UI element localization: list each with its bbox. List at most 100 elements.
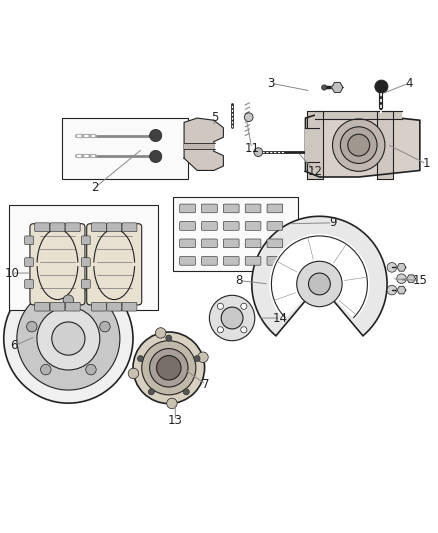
FancyBboxPatch shape bbox=[92, 302, 106, 311]
Circle shape bbox=[217, 327, 223, 333]
Polygon shape bbox=[307, 111, 323, 179]
Circle shape bbox=[375, 80, 388, 93]
Text: 4: 4 bbox=[405, 77, 413, 90]
Polygon shape bbox=[397, 264, 406, 271]
FancyBboxPatch shape bbox=[267, 222, 283, 230]
Polygon shape bbox=[305, 128, 319, 161]
Text: 12: 12 bbox=[307, 165, 322, 178]
Polygon shape bbox=[407, 275, 416, 282]
FancyBboxPatch shape bbox=[50, 223, 65, 231]
Polygon shape bbox=[173, 197, 297, 271]
Circle shape bbox=[241, 327, 247, 333]
FancyBboxPatch shape bbox=[25, 236, 33, 245]
FancyBboxPatch shape bbox=[180, 239, 195, 248]
Text: 14: 14 bbox=[272, 311, 288, 325]
Text: 11: 11 bbox=[244, 142, 259, 155]
Circle shape bbox=[150, 349, 188, 387]
FancyBboxPatch shape bbox=[245, 256, 261, 265]
FancyBboxPatch shape bbox=[87, 224, 142, 305]
FancyBboxPatch shape bbox=[245, 222, 261, 230]
Circle shape bbox=[100, 321, 110, 332]
FancyBboxPatch shape bbox=[245, 204, 261, 213]
Circle shape bbox=[148, 389, 154, 395]
FancyBboxPatch shape bbox=[223, 204, 239, 213]
Circle shape bbox=[397, 274, 406, 284]
Circle shape bbox=[241, 303, 247, 309]
Circle shape bbox=[221, 307, 243, 329]
Circle shape bbox=[63, 295, 74, 305]
Circle shape bbox=[387, 263, 397, 272]
FancyBboxPatch shape bbox=[122, 302, 137, 311]
Circle shape bbox=[321, 85, 327, 90]
Circle shape bbox=[387, 285, 397, 295]
Circle shape bbox=[41, 365, 51, 375]
FancyBboxPatch shape bbox=[223, 239, 239, 248]
Text: 8: 8 bbox=[235, 274, 242, 287]
Circle shape bbox=[27, 321, 37, 332]
FancyBboxPatch shape bbox=[201, 222, 217, 230]
Circle shape bbox=[209, 295, 255, 341]
Circle shape bbox=[254, 148, 263, 157]
Circle shape bbox=[308, 273, 330, 295]
Polygon shape bbox=[377, 111, 393, 179]
FancyBboxPatch shape bbox=[180, 256, 195, 265]
Circle shape bbox=[198, 352, 208, 362]
FancyBboxPatch shape bbox=[122, 223, 137, 231]
FancyBboxPatch shape bbox=[201, 204, 217, 213]
Wedge shape bbox=[252, 216, 387, 336]
Circle shape bbox=[156, 356, 181, 380]
FancyBboxPatch shape bbox=[180, 204, 195, 213]
FancyBboxPatch shape bbox=[107, 223, 122, 231]
FancyBboxPatch shape bbox=[81, 280, 90, 288]
Circle shape bbox=[86, 365, 96, 375]
Text: 9: 9 bbox=[329, 216, 336, 229]
Polygon shape bbox=[315, 111, 403, 119]
Wedge shape bbox=[269, 234, 370, 319]
Circle shape bbox=[142, 341, 196, 395]
Circle shape bbox=[128, 368, 139, 378]
Circle shape bbox=[4, 274, 133, 403]
Circle shape bbox=[133, 332, 205, 403]
Text: 3: 3 bbox=[267, 77, 274, 90]
Circle shape bbox=[167, 398, 177, 409]
Circle shape bbox=[138, 356, 144, 362]
Circle shape bbox=[217, 303, 223, 309]
Circle shape bbox=[17, 287, 120, 390]
Text: 13: 13 bbox=[168, 414, 183, 427]
Text: 6: 6 bbox=[10, 340, 18, 352]
Circle shape bbox=[183, 389, 189, 395]
Text: 2: 2 bbox=[91, 181, 98, 195]
FancyBboxPatch shape bbox=[35, 302, 49, 311]
FancyBboxPatch shape bbox=[223, 222, 239, 230]
FancyBboxPatch shape bbox=[92, 223, 106, 231]
Polygon shape bbox=[10, 205, 158, 310]
FancyBboxPatch shape bbox=[81, 236, 90, 245]
Polygon shape bbox=[62, 118, 188, 179]
Circle shape bbox=[332, 119, 385, 171]
FancyBboxPatch shape bbox=[35, 223, 49, 231]
FancyBboxPatch shape bbox=[50, 302, 65, 311]
FancyBboxPatch shape bbox=[107, 302, 122, 311]
FancyBboxPatch shape bbox=[65, 223, 80, 231]
FancyBboxPatch shape bbox=[245, 239, 261, 248]
FancyBboxPatch shape bbox=[267, 239, 283, 248]
FancyBboxPatch shape bbox=[30, 224, 85, 305]
Text: 5: 5 bbox=[211, 111, 218, 124]
FancyBboxPatch shape bbox=[267, 204, 283, 213]
FancyBboxPatch shape bbox=[223, 256, 239, 265]
FancyBboxPatch shape bbox=[65, 302, 80, 311]
Text: 1: 1 bbox=[423, 157, 430, 171]
Polygon shape bbox=[305, 114, 420, 177]
Circle shape bbox=[150, 130, 162, 142]
FancyBboxPatch shape bbox=[25, 280, 33, 288]
Circle shape bbox=[166, 335, 172, 341]
Polygon shape bbox=[184, 142, 215, 149]
Polygon shape bbox=[184, 118, 223, 171]
Circle shape bbox=[194, 356, 200, 362]
Polygon shape bbox=[332, 83, 343, 92]
Circle shape bbox=[150, 150, 162, 163]
FancyBboxPatch shape bbox=[267, 256, 283, 265]
Text: 10: 10 bbox=[4, 266, 19, 279]
Circle shape bbox=[244, 113, 253, 122]
FancyBboxPatch shape bbox=[201, 239, 217, 248]
